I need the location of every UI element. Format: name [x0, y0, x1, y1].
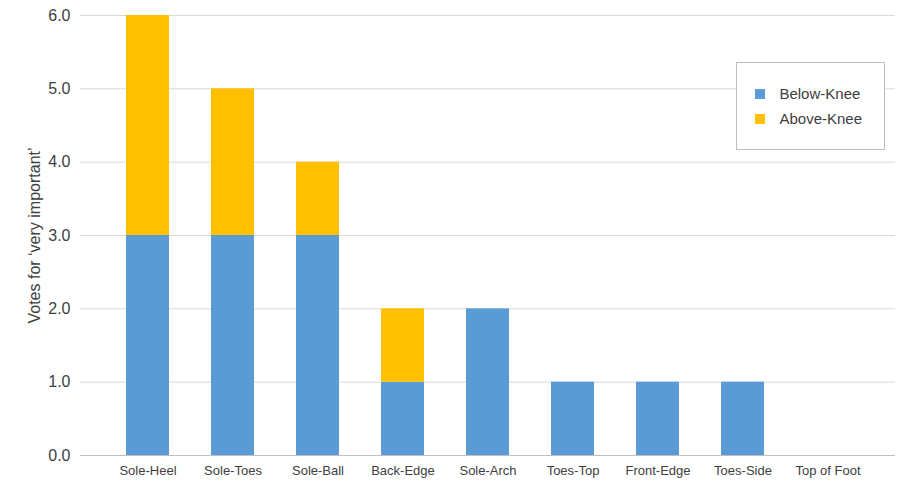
svg-text:Toes-Top: Toes-Top	[547, 463, 600, 478]
svg-text:Toes-Side: Toes-Side	[714, 463, 772, 478]
svg-text:Sole-Ball: Sole-Ball	[292, 463, 344, 478]
html-text:Above-Knee: Above-Knee	[779, 110, 862, 127]
svg-text:Front-Edge: Front-Edge	[625, 463, 690, 478]
svg-text:Votes for ‘very important’: Votes for ‘very important’	[26, 147, 43, 323]
svg-text:Sole-Toes: Sole-Toes	[204, 463, 262, 478]
svg-text:4.0: 4.0	[48, 153, 70, 170]
svg-text:6.0: 6.0	[48, 7, 70, 24]
svg-text:Top of Foot: Top of Foot	[795, 463, 860, 478]
svg-text:3.0: 3.0	[48, 227, 70, 244]
svg-text:2.0: 2.0	[48, 300, 70, 317]
svg-text:0.0: 0.0	[48, 447, 70, 464]
svg-text:5.0: 5.0	[48, 80, 70, 97]
svg-text:Sole-Arch: Sole-Arch	[459, 463, 516, 478]
html-text:Below-Knee: Below-Knee	[779, 85, 861, 102]
svg-text:Back-Edge: Back-Edge	[371, 463, 435, 478]
svg-text:1.0: 1.0	[48, 373, 70, 390]
svg-text:Sole-Heel: Sole-Heel	[119, 463, 176, 478]
